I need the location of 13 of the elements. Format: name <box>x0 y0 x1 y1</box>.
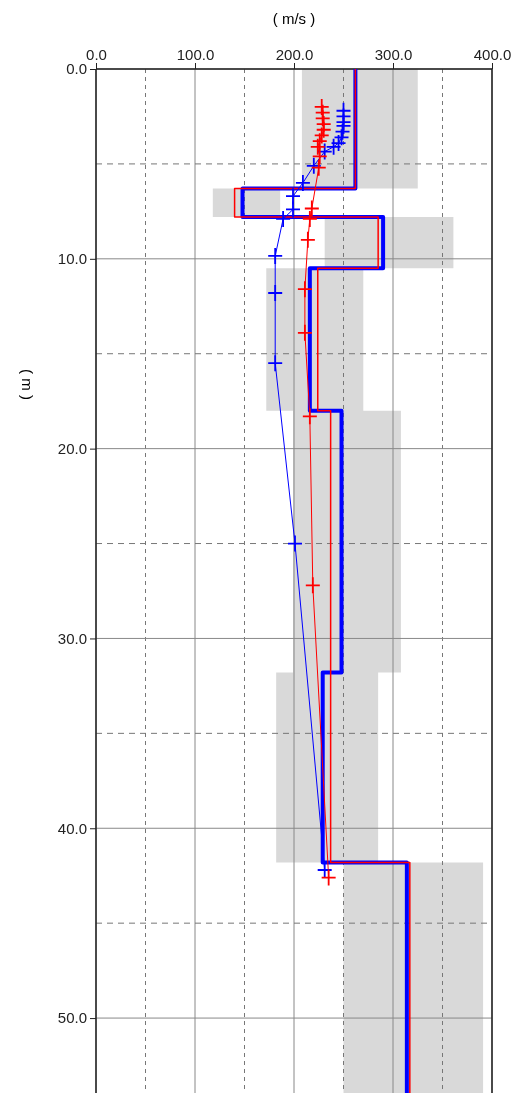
x-tick-label: 0.0 <box>86 46 107 63</box>
x-tick-label: 300.0 <box>374 46 413 63</box>
y-tick-label: 50.0 <box>57 1009 87 1027</box>
x-tick-label: 100.0 <box>176 46 215 63</box>
y-tick-label: 10.0 <box>57 250 87 268</box>
y-axis-title: ( m ) <box>19 369 36 400</box>
y-tick-label: 40.0 <box>57 819 87 837</box>
x-axis-title: ( m/s ) <box>272 10 316 27</box>
y-tick-label: 20.0 <box>57 439 87 457</box>
x-tick-label: 400.0 <box>473 46 512 63</box>
x-tick-label: 200.0 <box>275 46 314 63</box>
y-tick-label: 30.0 <box>57 629 87 647</box>
y-tick-label: 0.0 <box>66 60 87 78</box>
